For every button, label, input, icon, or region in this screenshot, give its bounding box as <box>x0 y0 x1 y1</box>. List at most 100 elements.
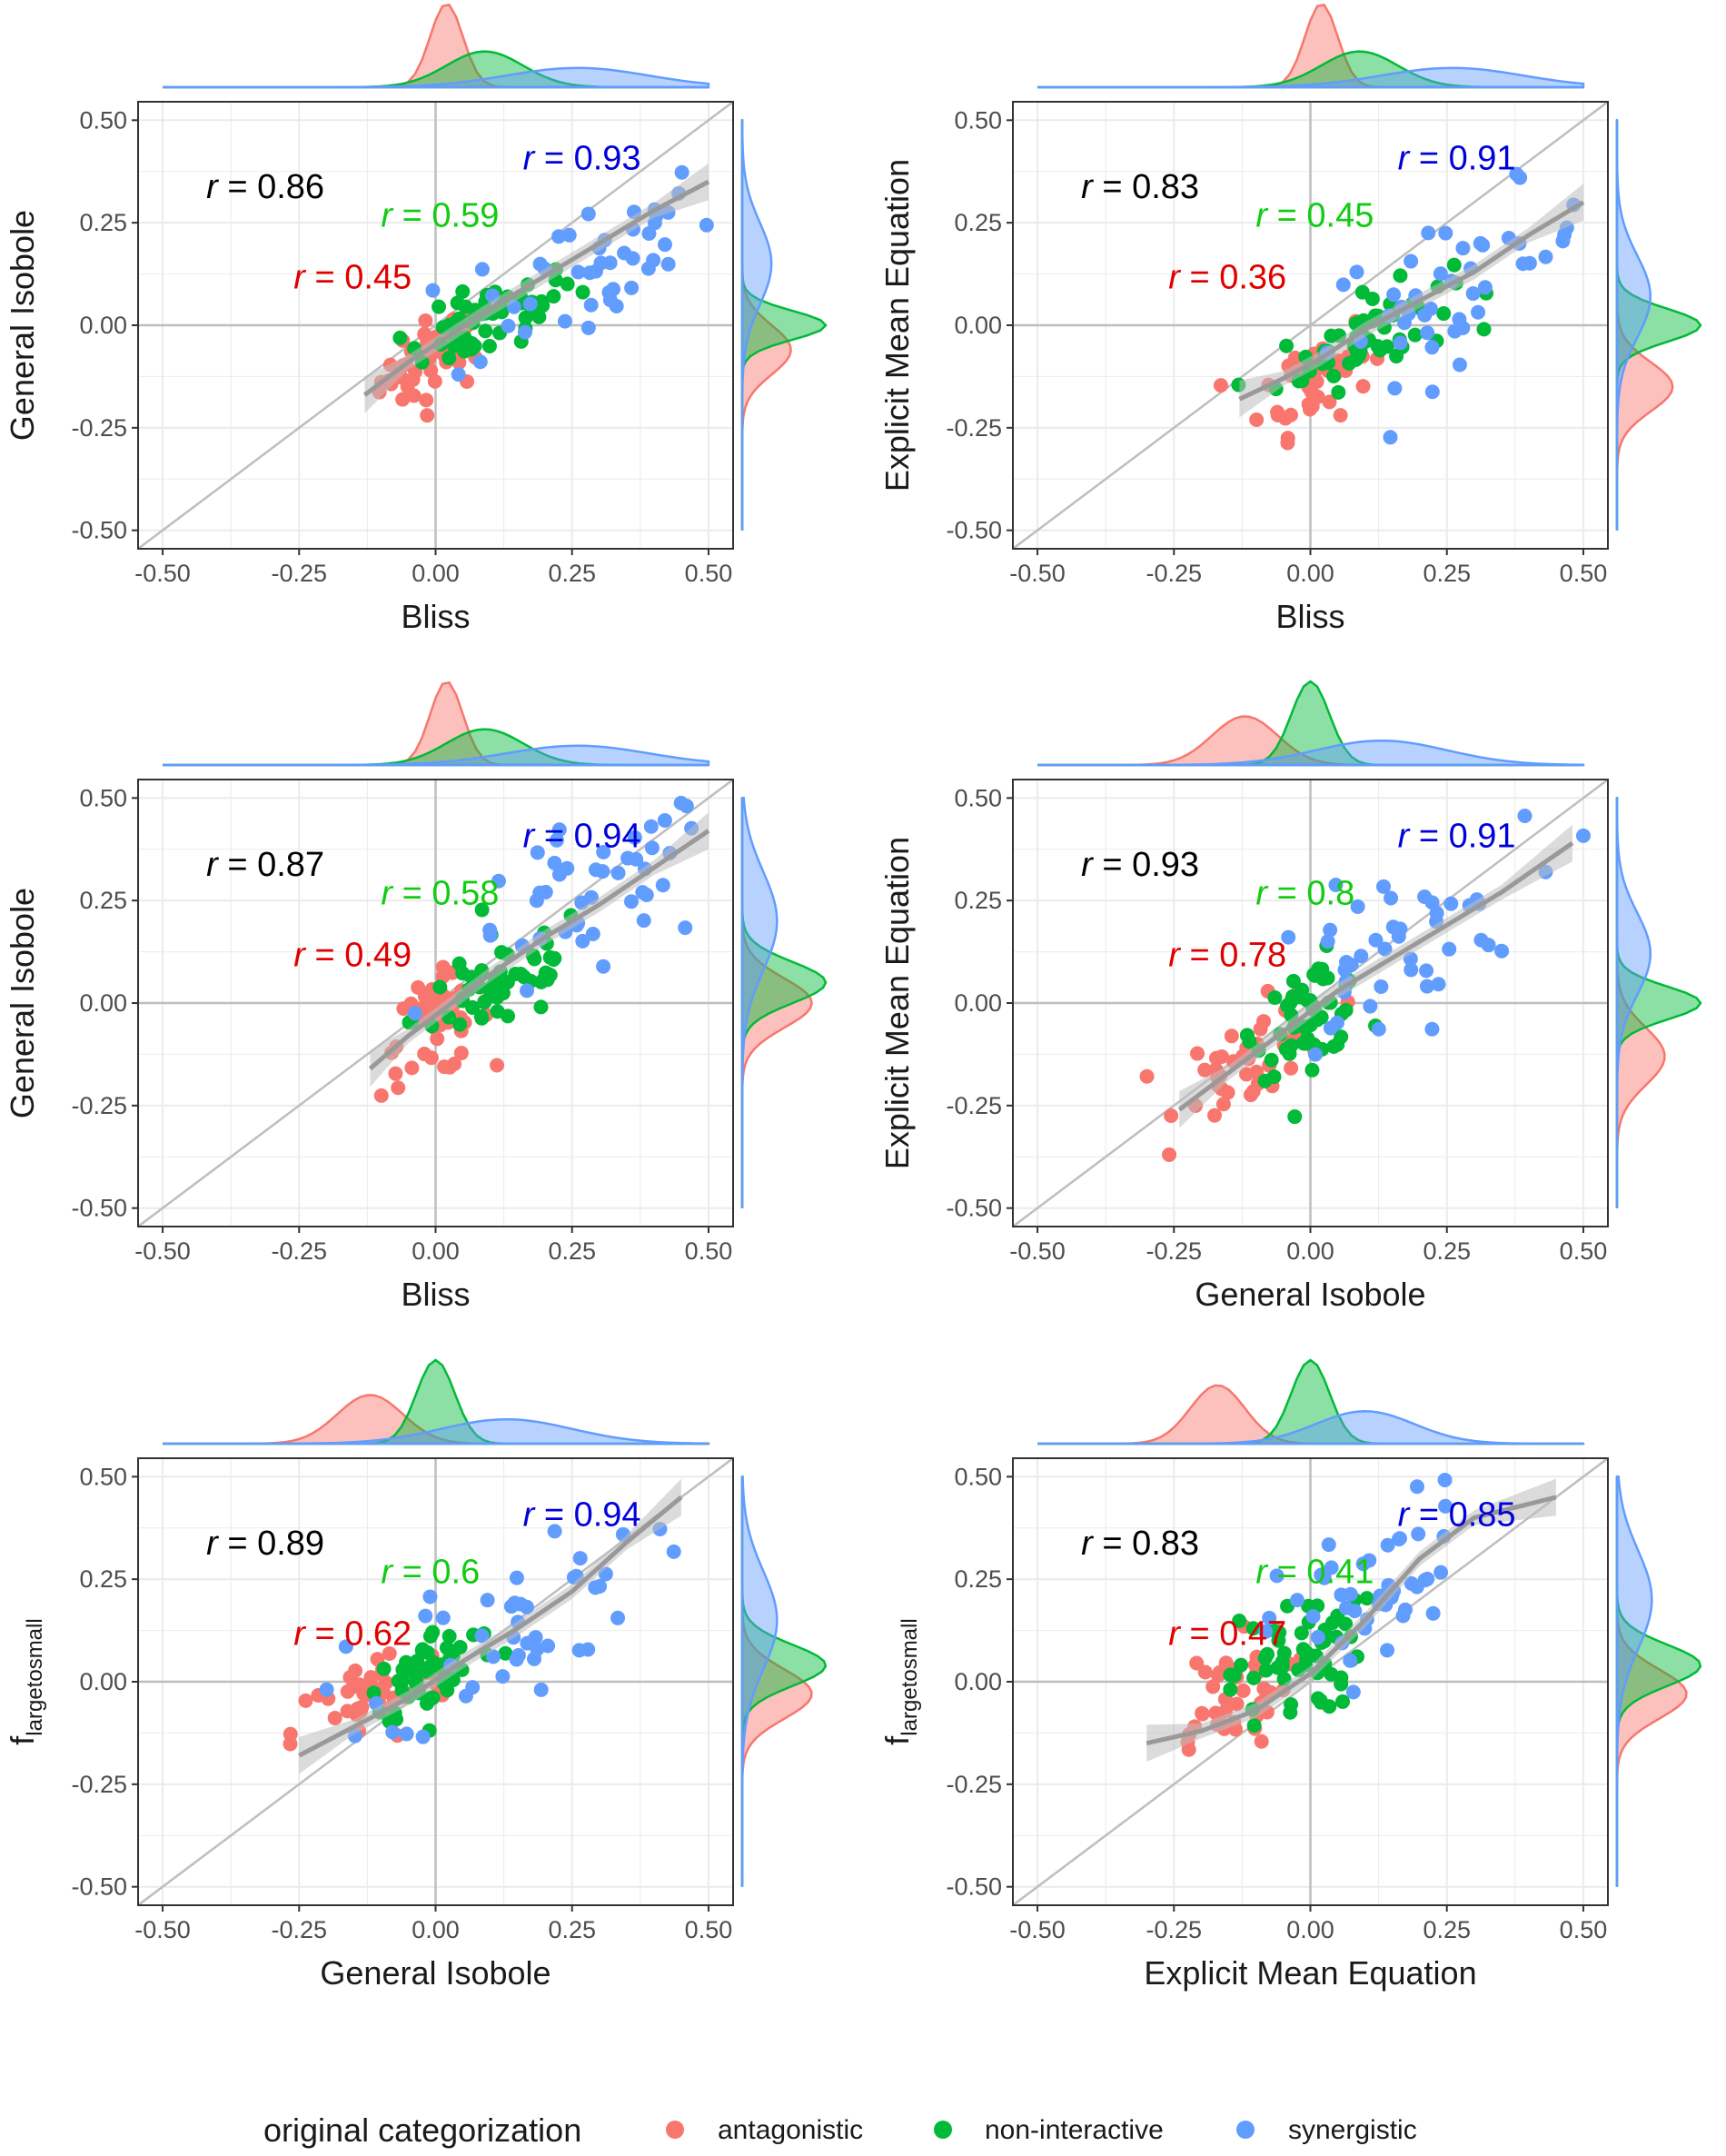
y-axis-title-subscript: largetosmall <box>898 1618 922 1735</box>
y-axis-title: Explicit Mean Equation <box>878 159 916 492</box>
y-axis-title: Explicit Mean Equation <box>878 837 916 1169</box>
point-synergistic <box>1393 921 1408 937</box>
point-antagonistic <box>1270 407 1285 422</box>
point-antagonistic <box>1355 379 1371 394</box>
point-synergistic <box>570 264 586 280</box>
point-antagonistic <box>417 1047 432 1062</box>
point-non-interactive <box>452 1017 468 1032</box>
point-antagonistic <box>1218 1655 1234 1671</box>
scatter-panel-5: -0.50 -0.25 0.00 0.25 0.50 -0.50 -0.25 0.00 0.25… <box>4 1358 828 1992</box>
y-axis-title-subscript: largetosmall <box>23 1618 47 1735</box>
point-synergistic <box>385 1724 401 1740</box>
point-synergistic <box>583 297 599 313</box>
point-synergistic <box>644 840 660 856</box>
point-antagonistic <box>1162 1147 1177 1162</box>
point-synergistic <box>1437 1472 1453 1487</box>
point-synergistic <box>1424 340 1440 355</box>
point-synergistic <box>509 1652 524 1667</box>
point-synergistic <box>415 1729 431 1744</box>
point-synergistic <box>1452 357 1467 373</box>
point-non-interactive <box>1276 1645 1292 1661</box>
point-non-interactive <box>422 1690 438 1705</box>
x-tick-label: -0.25 <box>1146 560 1202 587</box>
point-synergistic <box>1305 1609 1321 1624</box>
correlation-label-synergistic: r = 0.94 <box>523 817 641 855</box>
point-synergistic <box>509 1570 524 1585</box>
identity-line <box>1013 1458 1608 1905</box>
legend-key-synergistic <box>1236 2121 1255 2139</box>
point-synergistic <box>1477 280 1493 295</box>
correlation-label-overall: r = 0.89 <box>206 1525 324 1563</box>
y-tick-label: -0.50 <box>71 1873 127 1901</box>
smooth-line <box>368 829 710 1071</box>
point-synergistic <box>1425 1605 1441 1621</box>
point-antagonistic <box>1139 1068 1155 1084</box>
point-antagonistic <box>417 326 432 342</box>
point-antagonistic <box>1284 1060 1299 1076</box>
point-antagonistic <box>1195 1705 1210 1721</box>
point-synergistic <box>627 830 642 845</box>
point-synergistic <box>1433 266 1448 282</box>
y-tick-label: 0.00 <box>79 989 127 1017</box>
correlation-label-synergistic: r = 0.94 <box>523 1495 641 1534</box>
point-synergistic <box>1324 1560 1339 1575</box>
y-axis-title: General Isobole <box>4 888 41 1118</box>
correlation-label-synergistic: r = 0.91 <box>1398 817 1516 855</box>
point-non-interactive <box>1266 1069 1282 1085</box>
x-tick-label: 0.50 <box>685 1916 733 1943</box>
point-synergistic <box>1431 977 1446 992</box>
point-synergistic <box>1419 963 1434 979</box>
point-non-interactive <box>1407 327 1423 343</box>
point-synergistic <box>561 227 577 243</box>
marginal-density-x <box>163 1358 710 1446</box>
point-non-interactive <box>1359 1591 1374 1606</box>
point-synergistic <box>1349 264 1364 280</box>
identity-line <box>138 102 733 549</box>
point-synergistic <box>655 878 670 893</box>
point-synergistic <box>399 1726 414 1742</box>
x-tick-label: 0.50 <box>685 560 733 587</box>
point-synergistic <box>338 1639 353 1654</box>
point-synergistic <box>1392 1531 1407 1546</box>
smooth-line <box>362 179 710 397</box>
smooth-line <box>1177 840 1574 1112</box>
y-tick-label: -0.50 <box>946 517 1002 544</box>
point-antagonistic <box>1197 1062 1213 1078</box>
point-synergistic <box>1557 227 1572 243</box>
point-antagonistic <box>1205 1679 1221 1694</box>
y-tick-label: 0.00 <box>954 312 1002 339</box>
y-tick-label: -0.25 <box>71 1092 127 1119</box>
point-synergistic <box>1438 225 1453 241</box>
y-tick-label: 0.50 <box>79 106 127 134</box>
point-non-interactive <box>1331 384 1346 400</box>
correlation-label-overall: r = 0.87 <box>206 846 324 884</box>
x-tick-label: 0.25 <box>548 1916 596 1943</box>
point-non-interactive <box>1446 257 1462 273</box>
density-y-synergistic <box>1615 119 1652 531</box>
density-y-non-interactive <box>740 120 828 531</box>
smooth-confidence-band <box>1239 184 1583 418</box>
point-synergistic <box>533 1682 549 1697</box>
correlation-label-synergistic: r = 0.93 <box>523 139 641 177</box>
point-synergistic <box>474 262 490 277</box>
point-non-interactive <box>465 999 481 1015</box>
x-tick-label: 0.25 <box>1423 560 1471 587</box>
point-non-interactive <box>494 945 510 960</box>
smooth-confidence-band <box>370 812 709 1088</box>
point-synergistic <box>596 959 611 974</box>
point-synergistic <box>495 1669 511 1684</box>
point-non-interactive <box>439 1640 454 1655</box>
point-synergistic <box>1343 1586 1358 1602</box>
point-antagonistic <box>1280 435 1295 451</box>
point-synergistic <box>580 320 596 335</box>
point-synergistic <box>1350 899 1365 914</box>
scatter-panel-4: -0.50 -0.25 0.00 0.25 0.50 -0.50 -0.25 0.00 0.25… <box>878 680 1702 1313</box>
point-non-interactive <box>1436 306 1452 322</box>
y-axis-title-base: f <box>4 1735 41 1745</box>
point-synergistic <box>596 844 611 859</box>
marginal-density-x <box>1037 3 1585 89</box>
point-antagonistic <box>453 1046 469 1061</box>
point-synergistic <box>1438 1498 1453 1514</box>
point-antagonistic <box>1164 1108 1179 1124</box>
y-tick-label: 0.25 <box>79 887 127 914</box>
